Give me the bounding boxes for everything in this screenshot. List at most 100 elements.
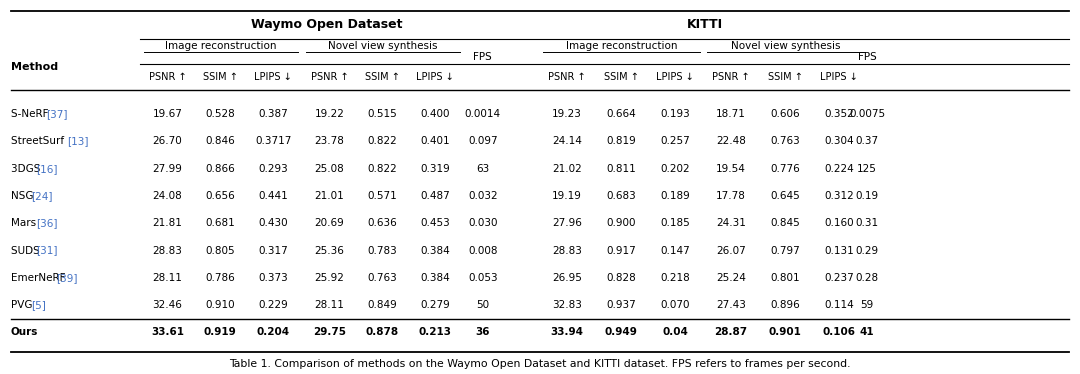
Text: 0.37: 0.37 — [855, 137, 879, 146]
Text: 0.008: 0.008 — [468, 246, 498, 255]
Text: 0.896: 0.896 — [770, 300, 800, 310]
Text: [39]: [39] — [56, 273, 78, 283]
Text: 0.430: 0.430 — [258, 218, 288, 228]
Text: LPIPS ↓: LPIPS ↓ — [255, 73, 292, 82]
Text: SSIM ↑: SSIM ↑ — [604, 73, 638, 82]
Text: 24.08: 24.08 — [152, 191, 183, 201]
Text: 0.453: 0.453 — [420, 218, 450, 228]
Text: Table 1. Comparison of methods on the Waymo Open Dataset and KITTI dataset. FPS : Table 1. Comparison of methods on the Wa… — [229, 359, 851, 368]
Text: 0.822: 0.822 — [367, 164, 397, 174]
Text: 25.08: 25.08 — [314, 164, 345, 174]
Text: 0.636: 0.636 — [367, 218, 397, 228]
Text: 0.312: 0.312 — [824, 191, 854, 201]
Text: 19.22: 19.22 — [314, 109, 345, 119]
Text: 0.3717: 0.3717 — [255, 137, 292, 146]
Text: 0.919: 0.919 — [204, 328, 237, 337]
Text: 0.257: 0.257 — [660, 137, 690, 146]
Text: 0.783: 0.783 — [367, 246, 397, 255]
Text: 0.819: 0.819 — [606, 137, 636, 146]
Text: 0.030: 0.030 — [468, 218, 498, 228]
Text: 0.189: 0.189 — [660, 191, 690, 201]
Text: 24.14: 24.14 — [552, 137, 582, 146]
Text: 19.67: 19.67 — [152, 109, 183, 119]
Text: NSG: NSG — [11, 191, 37, 201]
Text: SSIM ↑: SSIM ↑ — [768, 73, 802, 82]
Text: 0.224: 0.224 — [824, 164, 854, 174]
Text: PSNR ↑: PSNR ↑ — [713, 73, 750, 82]
Text: PSNR ↑: PSNR ↑ — [149, 73, 186, 82]
Text: 0.0075: 0.0075 — [849, 109, 886, 119]
Text: 21.81: 21.81 — [152, 218, 183, 228]
Text: 0.400: 0.400 — [420, 109, 450, 119]
Text: 0.900: 0.900 — [606, 218, 636, 228]
Text: 27.99: 27.99 — [152, 164, 183, 174]
Text: 0.373: 0.373 — [258, 273, 288, 283]
Text: 0.106: 0.106 — [823, 328, 855, 337]
Text: StreetSurf: StreetSurf — [11, 137, 67, 146]
Text: 20.69: 20.69 — [314, 218, 345, 228]
Text: 19.23: 19.23 — [552, 109, 582, 119]
Text: 32.83: 32.83 — [552, 300, 582, 310]
Text: 28.87: 28.87 — [715, 328, 747, 337]
Text: 0.279: 0.279 — [420, 300, 450, 310]
Text: 0.910: 0.910 — [205, 300, 235, 310]
Text: EmerNeRF: EmerNeRF — [11, 273, 68, 283]
Text: Ours: Ours — [11, 328, 38, 337]
Text: 19.19: 19.19 — [552, 191, 582, 201]
Text: 0.949: 0.949 — [605, 328, 637, 337]
Text: [16]: [16] — [37, 164, 57, 174]
Text: 24.31: 24.31 — [716, 218, 746, 228]
Text: [5]: [5] — [31, 300, 46, 310]
Text: 0.797: 0.797 — [770, 246, 800, 255]
Text: 27.96: 27.96 — [552, 218, 582, 228]
Text: 0.237: 0.237 — [824, 273, 854, 283]
Text: 0.681: 0.681 — [205, 218, 235, 228]
Text: SSIM ↑: SSIM ↑ — [365, 73, 400, 82]
Text: 0.304: 0.304 — [824, 137, 854, 146]
Text: 0.213: 0.213 — [419, 328, 451, 337]
Text: 0.229: 0.229 — [258, 300, 288, 310]
Text: 0.160: 0.160 — [824, 218, 854, 228]
Text: [24]: [24] — [31, 191, 53, 201]
Text: 0.131: 0.131 — [824, 246, 854, 255]
Text: FPS: FPS — [858, 52, 877, 62]
Text: 0.114: 0.114 — [824, 300, 854, 310]
Text: 19.54: 19.54 — [716, 164, 746, 174]
Text: PVG: PVG — [11, 300, 36, 310]
Text: 0.801: 0.801 — [770, 273, 800, 283]
Text: 23.78: 23.78 — [314, 137, 345, 146]
Text: PSNR ↑: PSNR ↑ — [311, 73, 348, 82]
Text: LPIPS ↓: LPIPS ↓ — [417, 73, 454, 82]
Text: 27.43: 27.43 — [716, 300, 746, 310]
Text: 32.46: 32.46 — [152, 300, 183, 310]
Text: S-NeRF: S-NeRF — [11, 109, 52, 119]
Text: FPS: FPS — [473, 52, 492, 62]
Text: Novel view synthesis: Novel view synthesis — [328, 41, 437, 50]
Text: 41: 41 — [860, 328, 875, 337]
Text: 17.78: 17.78 — [716, 191, 746, 201]
Text: Novel view synthesis: Novel view synthesis — [731, 41, 840, 50]
Text: [13]: [13] — [67, 137, 89, 146]
Text: 22.48: 22.48 — [716, 137, 746, 146]
Text: 0.401: 0.401 — [420, 137, 450, 146]
Text: 21.01: 21.01 — [314, 191, 345, 201]
Text: LPIPS ↓: LPIPS ↓ — [821, 73, 858, 82]
Text: Mars: Mars — [11, 218, 39, 228]
Text: 0.937: 0.937 — [606, 300, 636, 310]
Text: 18.71: 18.71 — [716, 109, 746, 119]
Text: 0.786: 0.786 — [205, 273, 235, 283]
Text: 26.95: 26.95 — [552, 273, 582, 283]
Text: SUDS: SUDS — [11, 246, 43, 255]
Text: 0.319: 0.319 — [420, 164, 450, 174]
Text: 0.441: 0.441 — [258, 191, 288, 201]
Text: 63: 63 — [476, 164, 489, 174]
Text: [36]: [36] — [37, 218, 57, 228]
Text: 0.606: 0.606 — [770, 109, 800, 119]
Text: 0.070: 0.070 — [660, 300, 690, 310]
Text: 26.07: 26.07 — [716, 246, 746, 255]
Text: 28.83: 28.83 — [552, 246, 582, 255]
Text: 3DGS: 3DGS — [11, 164, 43, 174]
Text: 26.70: 26.70 — [152, 137, 183, 146]
Text: 0.384: 0.384 — [420, 273, 450, 283]
Text: 0.645: 0.645 — [770, 191, 800, 201]
